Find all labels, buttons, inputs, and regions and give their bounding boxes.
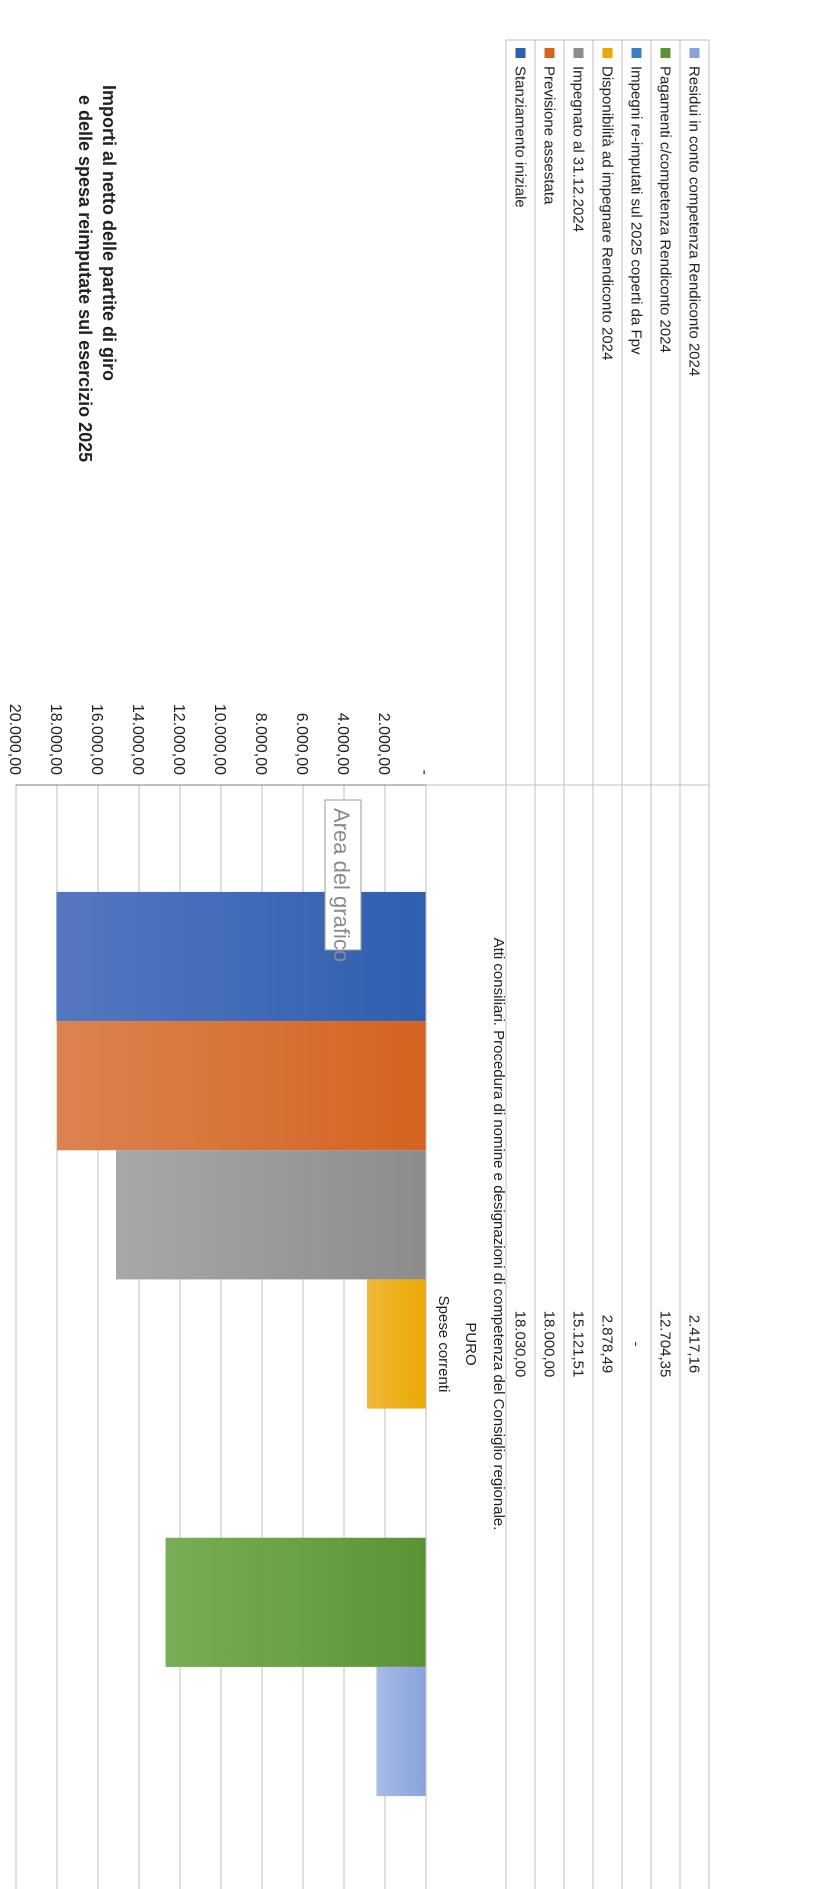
y-axis-ticks: - 2.000,00 4.000,00 6.000,00 8.000,00 10.000,… <box>6 704 433 775</box>
bar-7 <box>376 1666 426 1797</box>
legend-swatch <box>573 48 584 58</box>
category-description: Atti consiliari. Procedura di nomine e d… <box>490 938 507 1531</box>
y-tick-label: 6.000,00 <box>293 713 310 775</box>
y-tick-label: 4.000,00 <box>334 713 351 775</box>
chart-area-tooltip: Area del grafico <box>324 799 362 962</box>
tooltip-text: Area del grafico <box>329 808 354 962</box>
legend-label: Impegni re-imputati sul 2025 coperti da … <box>628 66 645 355</box>
legend-label: Pagamenti c/competenza Rendiconto 2024 <box>657 66 674 353</box>
bars <box>56 891 426 1797</box>
bar-1 <box>56 891 426 1022</box>
bar-3 <box>116 1150 426 1280</box>
legend-row: Previsione assestata 18.000,00 <box>541 48 558 1377</box>
data-label: 12.704,35 <box>657 1311 674 1378</box>
data-label: 15.121,51 <box>570 1311 587 1378</box>
legend-label: Disponibilità ad impegnare Rendiconto 20… <box>599 66 616 360</box>
chart-surface: Stanziamento iniziale 18.030,00 Previsione… <box>6 39 710 1889</box>
legend-row: Impegni re-imputati sul 2025 coperti da … <box>628 48 645 1347</box>
y-tick-label: - <box>416 770 433 775</box>
y-tick-label: 16.000,00 <box>88 704 105 775</box>
y-tick-label: 14.000,00 <box>129 704 146 775</box>
legend-swatch <box>631 48 642 58</box>
data-label: - <box>628 1342 645 1347</box>
bar-6 <box>165 1537 426 1667</box>
bar-2 <box>57 1021 426 1151</box>
legend-row: Residui in conto competenza Rendiconto 2… <box>686 48 703 1373</box>
legend-label: Residui in conto competenza Rendiconto 2… <box>686 66 703 376</box>
legend-swatch <box>544 48 555 58</box>
y-tick-label: 18.000,00 <box>47 704 64 775</box>
legend-swatch <box>689 48 700 58</box>
legend-label: Stanziamento iniziale <box>512 66 529 208</box>
legend-swatch <box>602 48 613 58</box>
y-tick-label: 20.000,00 <box>6 704 23 775</box>
legend-row: Disponibilità ad impegnare Rendiconto 20… <box>599 48 616 1373</box>
y-tick-label: 10.000,00 <box>211 704 228 775</box>
chart-title: Importi al netto delle partite di giro <box>99 85 119 381</box>
y-tick-label: 12.000,00 <box>170 704 187 775</box>
y-tick-label: 2.000,00 <box>375 713 392 775</box>
legend-label: Impegnato al 31.12.2024 <box>570 66 587 232</box>
chart-subtitle: e delle spesa reimputate sul esercizio 2… <box>75 95 95 462</box>
legend-row: Pagamenti c/competenza Rendiconto 2024 12… <box>657 48 674 1377</box>
legend-row: Impegnato al 31.12.2024 15.121,51 <box>570 48 587 1377</box>
legend-row: Stanziamento iniziale 18.030,00 <box>512 48 529 1377</box>
data-label: 18.000,00 <box>541 1311 558 1378</box>
data-label: 2.878,49 <box>599 1315 616 1373</box>
data-label: 2.417,16 <box>686 1315 703 1373</box>
data-label: 18.030,00 <box>512 1311 529 1378</box>
legend-swatch <box>660 48 671 58</box>
legend-swatch <box>515 48 526 58</box>
category-group-label: PURO <box>462 1322 479 1365</box>
legend-label: Previsione assestata <box>541 66 558 205</box>
y-tick-label: 8.000,00 <box>252 713 269 775</box>
data-table: Stanziamento iniziale 18.030,00 Previsione… <box>425 39 710 1889</box>
tooltip-box <box>324 799 362 951</box>
bar-4 <box>366 1279 426 1409</box>
category-label: Spese correnti <box>435 1296 452 1393</box>
